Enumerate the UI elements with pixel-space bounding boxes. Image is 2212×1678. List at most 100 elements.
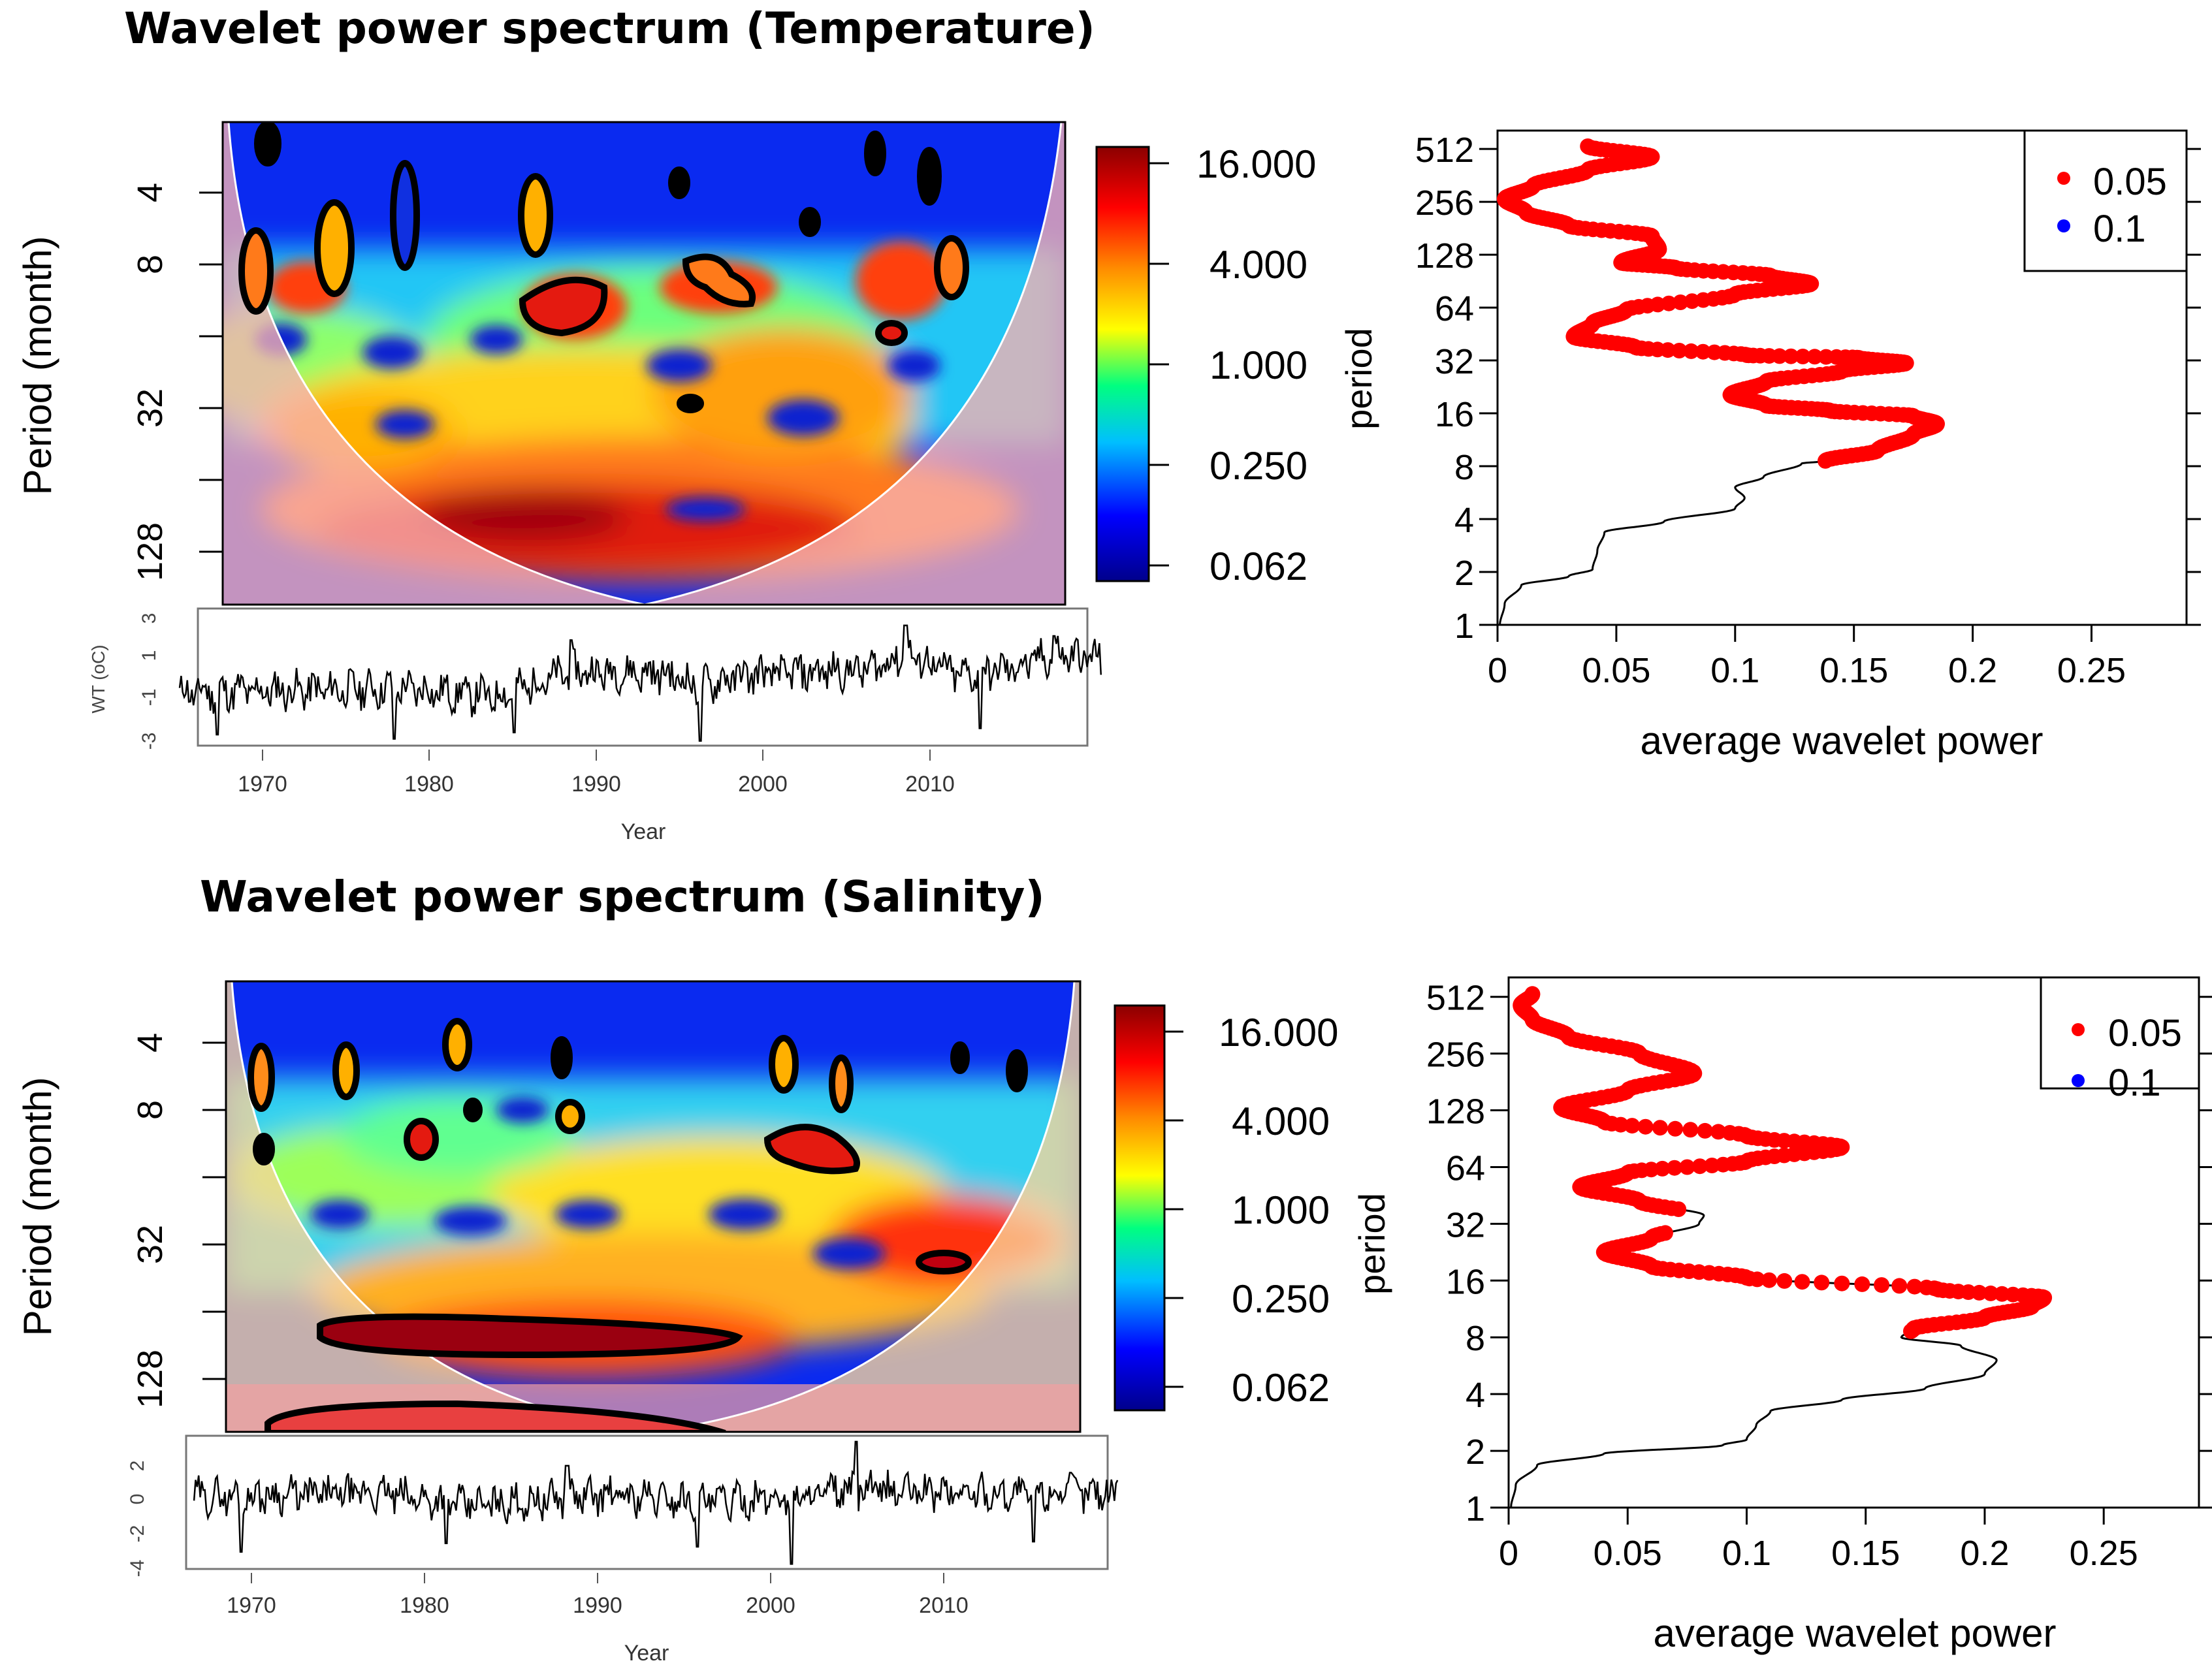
temp-avg-xlabel: average wavelet power <box>1640 719 2043 763</box>
sal-avg-point <box>1891 1278 1908 1294</box>
temp-avg-significant-points <box>1496 138 1945 469</box>
temp-series-panel: 3 1 -1 -3 WT (oC) 1970 1980 1990 2000 20… <box>88 607 1102 844</box>
sal-series-ytick-m4: -4 <box>127 1560 148 1577</box>
sal-avg-xtick-label: 0.25 <box>2070 1534 2138 1573</box>
temp-avg-xtick-label: 0.1 <box>1710 651 1759 690</box>
temp-avg-point <box>1671 343 1688 358</box>
sal-avg-xlabel: average wavelet power <box>1653 1611 2056 1655</box>
temp-cb-tick-025: 0.250 <box>1210 444 1307 488</box>
sal-avg-ytick-label: 8 <box>1466 1319 1485 1358</box>
sal-avg-point <box>1834 1275 1850 1291</box>
sal-series-ytick-0: 0 <box>127 1494 148 1505</box>
temp-cb-tick-1: 1.000 <box>1210 343 1307 387</box>
temp-avg-point <box>1683 343 1699 359</box>
sal-avg-curve <box>1510 994 2045 1508</box>
sal-heatmap-frame <box>225 980 1082 1433</box>
temp-ytick-128: 128 <box>131 522 170 581</box>
sal-avg-ytick-label: 16 <box>1446 1262 1485 1301</box>
sal-series-frame <box>185 1434 1109 1570</box>
sal-series-xtick-2010: 2010 <box>919 1593 969 1618</box>
sal-coi-right <box>653 981 1080 1432</box>
sal-avg-point <box>1691 1158 1708 1175</box>
temp-coi-right <box>645 122 1065 605</box>
temp-avg-point <box>1783 348 1799 364</box>
sal-avg-ytick-label: 128 <box>1426 1092 1485 1132</box>
temp-series-xtick-2000: 2000 <box>738 772 788 797</box>
sal-avg-xaxis: 0 0.05 0.1 0.15 0.2 0.25 <box>1499 1508 2138 1573</box>
sal-panel: Wavelet power spectrum (Salinity) <box>16 872 1392 1666</box>
sal-avg-point <box>1697 1122 1713 1139</box>
sal-series-panel: 2 0 -2 -4 1970 1980 1990 2000 2010 Year <box>127 1434 1119 1666</box>
sal-cb-tick-1: 1.000 <box>1232 1188 1330 1232</box>
temp-series-ylabel: WT (oC) <box>88 644 108 713</box>
sal-series-xtick-1980: 1980 <box>400 1593 449 1618</box>
temp-legend-box <box>2023 129 2188 272</box>
temp-avg-ytick-label: 256 <box>1415 183 1474 223</box>
sal-series-xlabel: Year <box>624 1641 669 1666</box>
temp-avg-ytick-label: 4 <box>1454 501 1474 540</box>
temp-panel: Wavelet power spectrum (Temperature) <box>16 3 1379 844</box>
sal-avg-xtick-label: 0.1 <box>1722 1534 1771 1573</box>
temp-avg-xtick-label: 0.05 <box>1582 651 1650 690</box>
temp-avg-ytick-label: 1 <box>1454 607 1474 646</box>
sal-avg-legend: 0.05 0.1 <box>2040 976 2200 1104</box>
temp-yticks: 4 8 32 128 <box>131 183 223 581</box>
sal-avg-point <box>1918 1279 1934 1295</box>
sal-ytick-4: 4 <box>131 1033 170 1053</box>
temp-avg-point <box>1707 344 1723 360</box>
sal-series-xtick-1970: 1970 <box>227 1593 276 1618</box>
sal-legend-blue-marker <box>2072 1074 2085 1087</box>
sal-avg-point <box>1710 1124 1727 1140</box>
temp-series-xtick-1990: 1990 <box>571 772 621 797</box>
temp-heatmap <box>223 122 1065 605</box>
sal-avg-point <box>1637 1118 1654 1135</box>
sal-avg-ytick-label: 2 <box>1466 1433 1485 1472</box>
sal-avg-ytick-label: 512 <box>1426 979 1485 1018</box>
sal-avg-point <box>1667 1120 1684 1137</box>
sal-avg-point <box>1983 1285 1999 1301</box>
temp-significance-contours <box>238 122 969 413</box>
sal-avg-xtick-label: 0.15 <box>1831 1534 1900 1573</box>
sal-series-xtick-2000: 2000 <box>746 1593 795 1618</box>
sal-legend-01: 0.1 <box>2108 1062 2161 1104</box>
sal-ytick-32: 32 <box>131 1225 170 1264</box>
temp-avg-legend: 0.05 0.1 <box>2023 129 2188 272</box>
sal-avg-point <box>1682 1122 1699 1138</box>
sal-avg-frame <box>1507 976 2200 1509</box>
sal-heatmap <box>226 981 1080 1432</box>
sal-avg-point <box>1667 1160 1682 1176</box>
sal-ytick-8: 8 <box>131 1100 170 1120</box>
sal-avg-point <box>1624 1118 1641 1134</box>
temp-avg-yaxis: 512 256 128 64 32 16 8 4 2 1 <box>1415 131 2201 646</box>
temp-avg-point <box>1661 295 1677 311</box>
sal-avg-point <box>1652 1120 1668 1136</box>
temp-legend-005: 0.05 <box>2093 161 2167 203</box>
sal-avg-point <box>1722 1125 1738 1141</box>
sal-avg-point <box>1524 986 1541 1002</box>
temp-avg-ytick-label: 32 <box>1435 342 1474 381</box>
sal-avg-point <box>1776 1273 1793 1289</box>
temp-legend-blue-marker <box>2057 219 2070 232</box>
temp-avg-point <box>1673 294 1689 310</box>
temp-avg-ytick-label: 512 <box>1415 131 1474 170</box>
temp-heatmap-frame <box>221 121 1066 606</box>
temp-avg-xtick-label: 0 <box>1488 651 1507 690</box>
sal-cb-tick-025: 0.250 <box>1232 1277 1330 1321</box>
sal-avg-ytick-label: 1 <box>1466 1489 1485 1528</box>
temp-avg-point <box>1580 138 1596 154</box>
sal-avg-point <box>1906 1278 1923 1295</box>
sal-avg-point <box>1794 1274 1810 1290</box>
temp-series-xtick-1980: 1980 <box>404 772 454 797</box>
sal-legend-005: 0.05 <box>2108 1012 2182 1054</box>
sal-significance-contours <box>248 1018 1028 1432</box>
sal-series-ytick-2: 2 <box>127 1461 148 1472</box>
temp-series-ytick-1: 1 <box>138 650 160 661</box>
sal-avg-significant-points <box>1513 986 2053 1339</box>
sal-avg-ytick-label: 64 <box>1446 1148 1485 1188</box>
sal-series-line <box>193 1440 1119 1565</box>
sal-avg-xtick-label: 0 <box>1499 1534 1518 1573</box>
temp-ylabel: Period (month) <box>16 236 59 496</box>
